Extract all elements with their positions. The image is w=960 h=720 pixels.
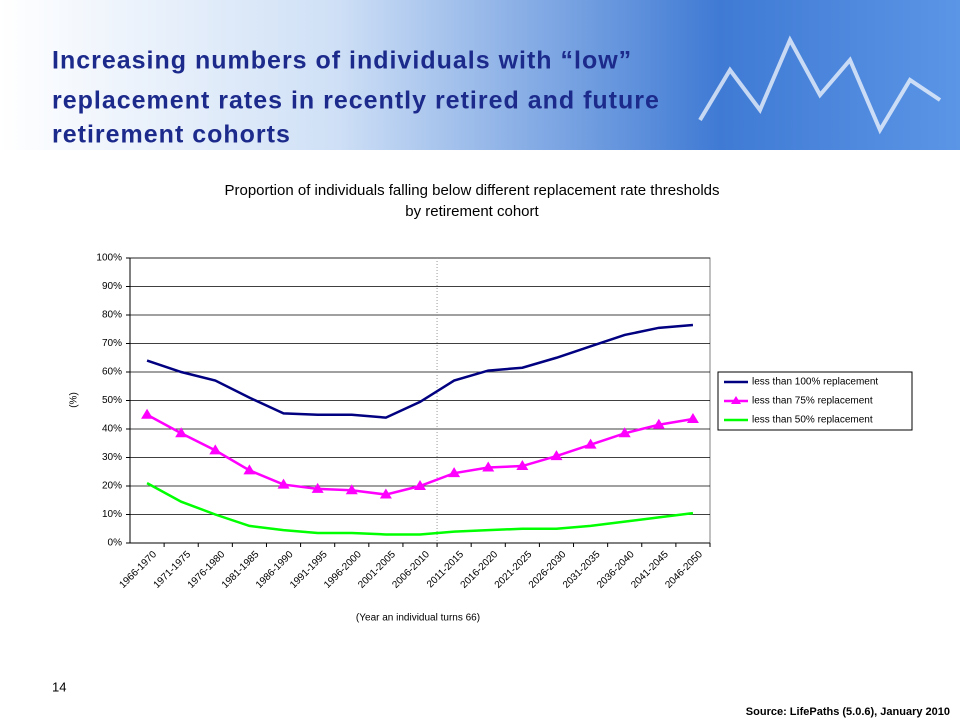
slide-title: retirement cohorts <box>52 121 291 149</box>
point-marker <box>277 478 290 489</box>
point-marker <box>175 427 188 438</box>
point-marker <box>516 460 529 471</box>
x-axis-label: (Year an individual turns 66) <box>356 613 480 624</box>
page-number: 14 <box>52 679 66 694</box>
header-banner <box>0 0 960 150</box>
point-marker <box>243 464 256 475</box>
point-marker <box>550 450 563 461</box>
y-tick-label: 70% <box>102 338 122 349</box>
y-tick-label: 10% <box>102 509 122 520</box>
plot: 0%10%20%30%40%50%60%70%80%90%100%1966-19… <box>96 253 913 591</box>
y-tick-label: 80% <box>102 310 122 321</box>
point-marker <box>379 488 392 499</box>
y-tick-label: 40% <box>102 424 122 435</box>
legend-label: less than 100% replacement <box>752 377 878 388</box>
y-tick-label: 30% <box>102 452 122 463</box>
point-marker <box>482 461 495 472</box>
chart-title: by retirement cohort <box>405 203 539 220</box>
legend-label: less than 75% replacement <box>752 396 873 407</box>
legend <box>717 371 913 431</box>
chart-title: Proportion of individuals falling below … <box>224 182 719 199</box>
point-marker <box>686 413 699 424</box>
point-marker <box>345 484 358 495</box>
point-marker <box>141 408 154 419</box>
y-tick-label: 20% <box>102 481 122 492</box>
source: Source: LifePaths (5.0.6), January 2010 <box>746 706 950 718</box>
series-line <box>146 482 694 536</box>
series-line <box>146 323 694 419</box>
y-axis-label: (%) <box>69 392 80 408</box>
point-marker <box>584 438 597 449</box>
point-marker <box>209 444 222 455</box>
y-tick-label: 0% <box>108 538 123 549</box>
y-tick-label: 50% <box>102 395 122 406</box>
legend-marker <box>731 396 741 404</box>
x-tick-label: 2046-2050 <box>663 549 705 591</box>
slide-title: replacement rates in recently retired an… <box>52 87 660 115</box>
banner-decoration <box>698 35 942 135</box>
y-tick-label: 90% <box>102 281 122 292</box>
point-marker <box>618 427 631 438</box>
slide-title: Increasing numbers of individuals with “… <box>52 47 632 75</box>
y-tick-label: 100% <box>96 253 122 264</box>
point-marker <box>448 467 461 478</box>
legend-label: less than 50% replacement <box>752 415 873 426</box>
point-marker <box>311 482 324 493</box>
point-marker <box>414 480 426 490</box>
point-marker <box>652 418 665 429</box>
y-tick-label: 60% <box>102 367 122 378</box>
